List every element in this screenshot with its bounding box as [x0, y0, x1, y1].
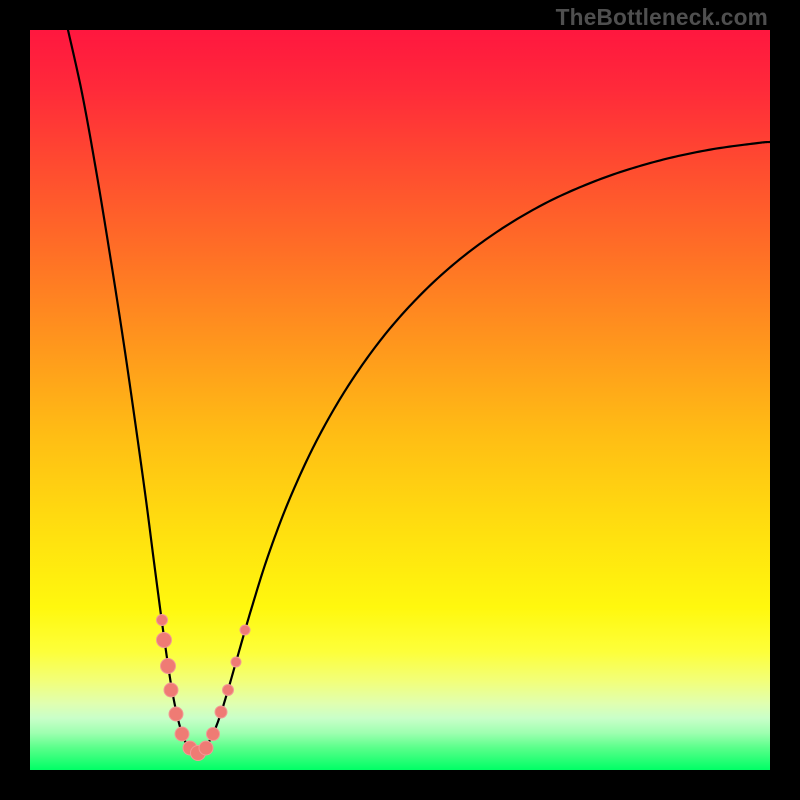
data-marker: [240, 625, 250, 635]
plot-area: [30, 30, 770, 770]
data-marker: [175, 727, 189, 741]
data-marker: [199, 741, 213, 755]
data-marker: [157, 615, 168, 626]
curve-left: [68, 30, 198, 753]
watermark-text: TheBottleneck.com: [556, 4, 768, 31]
data-marker: [207, 728, 220, 741]
data-marker: [215, 706, 227, 718]
data-marker: [223, 685, 234, 696]
data-marker: [161, 659, 176, 674]
data-marker: [157, 633, 172, 648]
data-marker: [164, 683, 178, 697]
curves-layer: [30, 30, 770, 770]
data-marker: [231, 657, 241, 667]
chart-frame: TheBottleneck.com: [0, 0, 800, 800]
data-markers: [157, 615, 251, 761]
curve-right: [198, 142, 770, 753]
data-marker: [169, 707, 183, 721]
